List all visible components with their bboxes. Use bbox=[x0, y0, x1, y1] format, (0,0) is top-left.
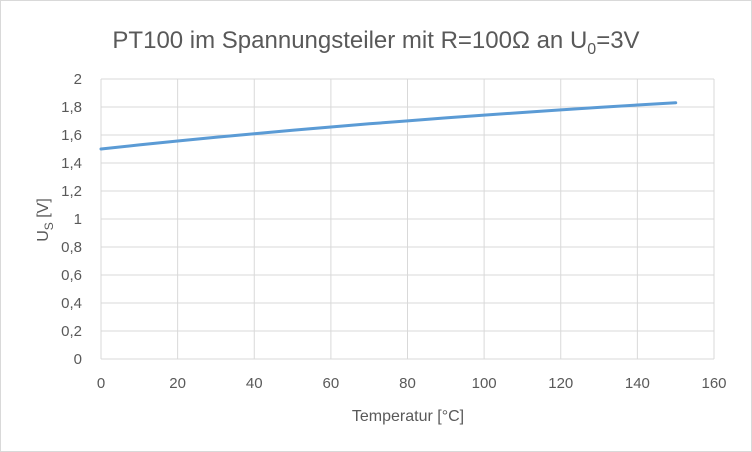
series-lines bbox=[99, 101, 678, 151]
chart-title-tail: =3V bbox=[596, 27, 639, 54]
x-tick-label: 20 bbox=[169, 375, 186, 392]
x-tick-label: 160 bbox=[701, 375, 726, 392]
y-tick-label: 0,4 bbox=[61, 295, 82, 312]
y-tick-label: 2 bbox=[74, 71, 82, 88]
y-axis-label-subscript: S bbox=[42, 222, 56, 230]
x-tick-label: 40 bbox=[246, 375, 263, 392]
x-tick-label: 60 bbox=[323, 375, 340, 392]
y-tick-label: 1,8 bbox=[61, 99, 82, 116]
x-tick-labels: 0 20 40 60 80 100 120 140 160 bbox=[97, 375, 727, 392]
y-tick-label: 1 bbox=[74, 211, 82, 228]
x-axis-label: Temperatur [°C] bbox=[352, 408, 464, 425]
y-axis-label: US [V] bbox=[35, 198, 56, 242]
series-line bbox=[99, 101, 678, 151]
y-tick-label: 0,2 bbox=[61, 323, 82, 340]
y-tick-label: 0 bbox=[74, 351, 82, 368]
chart-title-main: PT100 im Spannungsteiler mit R=100Ω an U bbox=[112, 27, 587, 54]
y-tick-label: 0,6 bbox=[61, 267, 82, 284]
x-tick-label: 0 bbox=[97, 375, 105, 392]
y-axis-label-tail: [V] bbox=[35, 198, 52, 222]
x-tick-label: 80 bbox=[399, 375, 416, 392]
y-tick-label: 1,2 bbox=[61, 183, 82, 200]
chart-title-subscript: 0 bbox=[587, 41, 596, 58]
gridlines bbox=[100, 78, 715, 360]
x-tick-label: 100 bbox=[472, 375, 497, 392]
y-tick-label: 1,6 bbox=[61, 127, 82, 144]
y-tick-label: 1,4 bbox=[61, 155, 82, 172]
y-tick-labels: 0 0,2 0,4 0,6 0,8 1 1,2 1,4 1,6 1,8 2 bbox=[61, 71, 82, 368]
x-tick-label: 140 bbox=[625, 375, 650, 392]
chart-title: PT100 im Spannungsteiler mit R=100Ω an U… bbox=[112, 27, 639, 58]
y-tick-label: 0,8 bbox=[61, 239, 82, 256]
y-axis-label-main: U bbox=[35, 230, 52, 242]
x-tick-label: 120 bbox=[548, 375, 573, 392]
